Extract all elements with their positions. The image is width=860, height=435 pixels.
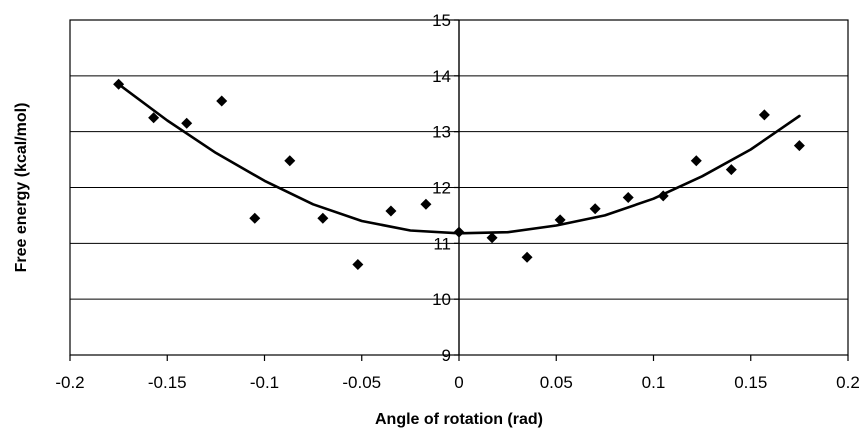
y-tick-label: 9 <box>442 346 451 365</box>
x-tick-label: 0.1 <box>642 373 666 392</box>
y-axis-title: Free energy (kcal/mol) <box>13 103 30 273</box>
data-point <box>385 205 397 217</box>
data-point <box>758 109 770 121</box>
data-point <box>521 251 533 263</box>
data-point <box>554 214 566 226</box>
data-point <box>690 155 702 167</box>
y-tick-label: 15 <box>432 11 451 30</box>
x-tick-label: -0.05 <box>342 373 381 392</box>
data-point <box>181 117 193 129</box>
x-tick-label: 0.05 <box>540 373 573 392</box>
data-point <box>420 198 432 210</box>
data-point <box>657 190 669 202</box>
tick-labels: 9 10 11 12 13 14 15 -0.2 -0.15 -0.1 -0.05 0 0.05 0.1 0… <box>55 11 859 392</box>
y-tick-label: 10 <box>432 290 451 309</box>
axes <box>69 19 849 361</box>
data-point <box>622 192 634 204</box>
data-point <box>793 140 805 152</box>
x-tick-label: -0.15 <box>148 373 187 392</box>
data-point <box>249 212 261 224</box>
data-points <box>113 78 805 271</box>
data-point <box>113 78 125 90</box>
data-point <box>317 212 329 224</box>
data-point <box>284 155 296 167</box>
data-point <box>216 95 228 107</box>
x-tick-label: 0.15 <box>734 373 767 392</box>
y-tick-label: 12 <box>432 179 451 198</box>
x-axis-title: Angle of rotation (rad) <box>375 411 543 428</box>
y-tick-label: 11 <box>433 234 451 253</box>
x-tick-label: 0.2 <box>836 373 860 392</box>
x-tick-label: -0.1 <box>250 373 279 392</box>
y-tick-label: 13 <box>432 123 451 142</box>
x-tick-label: 0 <box>454 373 463 392</box>
y-tick-label: 14 <box>432 67 451 86</box>
data-point <box>148 112 160 124</box>
data-point <box>589 203 601 215</box>
data-point <box>486 232 498 244</box>
x-tick-label: -0.2 <box>55 373 84 392</box>
data-point <box>352 259 364 271</box>
data-point <box>453 226 465 238</box>
data-point <box>725 164 737 176</box>
